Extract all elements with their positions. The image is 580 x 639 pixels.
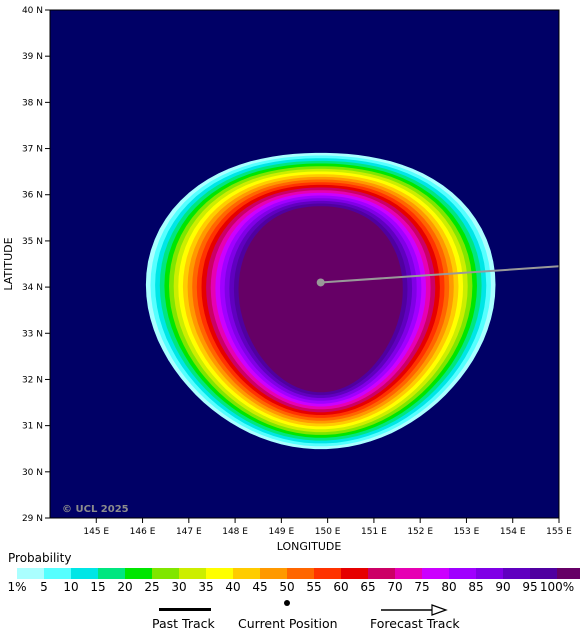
y-tick-label: 31 N — [22, 422, 43, 432]
legend-tick-label: 75 — [414, 580, 430, 594]
probability-field — [145, 152, 496, 450]
legend-swatch — [476, 568, 503, 579]
current-position-label: Current Position — [238, 616, 338, 631]
x-tick-label: 152 E — [407, 527, 433, 537]
legend-swatch — [206, 568, 233, 579]
plot-frame — [49, 9, 560, 519]
x-tick-label: 146 E — [130, 527, 156, 537]
legend-tick-label: 100% — [539, 580, 575, 594]
legend-tick-label: 70 — [387, 580, 403, 594]
legend-swatch — [71, 568, 98, 579]
legend-swatch — [341, 568, 368, 579]
forecast-track-arrow-icon — [381, 604, 448, 616]
legend-tick-label: 5 — [40, 580, 48, 594]
y-tick-label: 35 N — [22, 237, 43, 247]
x-axis: 145 E 146 E 147 E 148 E 149 E 150 E 151 E 152 E… — [83, 518, 572, 537]
y-tick-label: 36 N — [22, 191, 43, 201]
legend-title: Probability — [8, 551, 72, 565]
legend-tick-label: 60 — [333, 580, 349, 594]
current-position-dot-icon — [284, 600, 290, 606]
legend-tick-label: 45 — [252, 580, 268, 594]
forecast-track-line — [320, 265, 560, 284]
legend-swatch — [557, 568, 580, 579]
legend-swatch — [233, 568, 260, 579]
legend-swatch — [152, 568, 179, 579]
track-layer — [316, 265, 560, 287]
y-tick-label: 40 N — [22, 6, 43, 16]
copyright-text: © UCL 2025 — [62, 504, 129, 515]
legend-tick-label: 25 — [144, 580, 160, 594]
y-tick-label: 32 N — [22, 375, 43, 385]
legend-swatch — [368, 568, 395, 579]
y-tick-label: 33 N — [22, 329, 43, 339]
legend-tick-label: 30 — [171, 580, 187, 594]
y-axis-title: LATITUDE — [2, 237, 15, 290]
y-tick-label: 38 N — [22, 98, 43, 108]
legend-tick-label: 15 — [90, 580, 106, 594]
legend-tick-label: 35 — [198, 580, 214, 594]
legend-swatch — [125, 568, 152, 579]
legend-tick-label: 65 — [360, 580, 376, 594]
probability-scale-ticks: 1% 5 10 15 20 25 30 35 40 45 50 55 60 65 70 75 80 85 90 95 1… — [0, 580, 580, 594]
legend-tick-label: 80 — [441, 580, 457, 594]
probability-contour — [238, 206, 403, 393]
legend-tick-label: 95 — [522, 580, 538, 594]
legend-swatch — [17, 568, 44, 579]
legend-tick-label: 20 — [117, 580, 133, 594]
past-track-label: Past Track — [152, 616, 215, 631]
legend-tick-label: 40 — [225, 580, 241, 594]
x-tick-label: 151 E — [361, 527, 387, 537]
x-tick-label: 153 E — [454, 527, 480, 537]
y-tick-label: 29 N — [22, 514, 43, 524]
y-tick-label: 39 N — [22, 52, 43, 62]
x-tick-label: 147 E — [176, 527, 202, 537]
legend-swatch — [98, 568, 125, 579]
legend-swatch — [287, 568, 314, 579]
legend-swatch — [503, 568, 530, 579]
legend-swatch — [530, 568, 557, 579]
legend-tick-label: 50 — [279, 580, 295, 594]
legend-swatch — [449, 568, 476, 579]
forecast-track-label: Forecast Track — [370, 616, 460, 631]
x-tick-label: 145 E — [83, 527, 109, 537]
legend-tick-label: 85 — [468, 580, 484, 594]
x-tick-label: 154 E — [500, 527, 526, 537]
legend-tick-label: 55 — [306, 580, 322, 594]
y-axis: 40 N 39 N 38 N 37 N 36 N 35 N 34 N 33 N 32 N 31 N… — [22, 6, 50, 524]
legend-swatch — [422, 568, 449, 579]
x-axis-title: LONGITUDE — [277, 540, 342, 553]
x-tick-label: 150 E — [315, 527, 341, 537]
current-position-marker — [316, 278, 325, 287]
legend-tick-label: 90 — [495, 580, 511, 594]
y-tick-label: 37 N — [22, 145, 43, 155]
legend-swatch — [314, 568, 341, 579]
y-tick-label: 30 N — [22, 468, 43, 478]
legend-swatch — [260, 568, 287, 579]
legend-swatch — [44, 568, 71, 579]
probability-color-scale — [17, 568, 580, 579]
legend-tick-label: 1% — [7, 580, 27, 594]
legend-swatch — [179, 568, 206, 579]
legend-swatch — [395, 568, 422, 579]
x-tick-label: 149 E — [268, 527, 294, 537]
x-tick-label: 148 E — [222, 527, 248, 537]
probability-map: 145 E 146 E 147 E 148 E 149 E 150 E 151 E 152 E… — [2, 6, 572, 553]
y-tick-label: 34 N — [22, 283, 43, 293]
x-tick-label: 155 E — [546, 527, 572, 537]
past-track-line-icon — [159, 608, 211, 611]
legend-tick-label: 10 — [63, 580, 79, 594]
track-legend: Past Track Current Position Forecast Tra… — [0, 598, 580, 638]
